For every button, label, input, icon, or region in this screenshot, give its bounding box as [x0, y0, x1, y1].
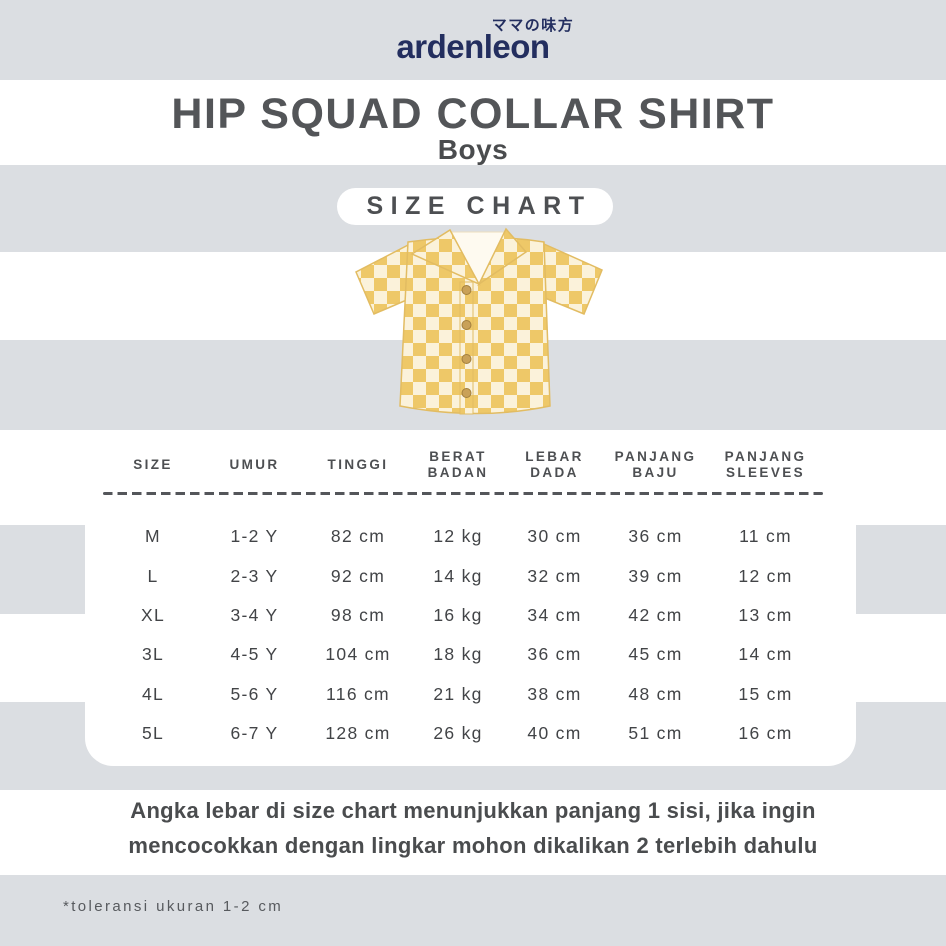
- cell-panjang-baju: 45 cm: [628, 644, 683, 665]
- cell-size: 3L: [141, 644, 165, 665]
- cell-tinggi: 82 cm: [330, 526, 386, 547]
- cell-panjang-baju: 48 cm: [628, 683, 683, 704]
- cell-size: L: [147, 565, 159, 586]
- cell-tinggi: 104 cm: [325, 644, 391, 665]
- cell-tinggi: 128 cm: [325, 723, 391, 744]
- cell-umur: 2-3 Y: [230, 565, 279, 586]
- cell-umur: 4-5 Y: [230, 644, 279, 665]
- product-title: HIP SQUAD COLLAR SHIRT: [171, 90, 775, 138]
- column-header-panjang-sleeves: PANJANG SLEEVES: [724, 448, 807, 481]
- cell-panjang-baju: 39 cm: [628, 565, 683, 586]
- measurement-note-line2: mencocokkan dengan lingkar mohon dikalik…: [128, 833, 818, 858]
- table-row-3l: 3L 4-5 Y 104 cm 18 kg 36 cm 45 cm 14 cm: [103, 635, 823, 674]
- cell-lebar-dada: 34 cm: [527, 604, 582, 625]
- table-row-4l: 4L 5-6 Y 116 cm 21 kg 38 cm 48 cm 15 cm: [103, 675, 823, 714]
- table-row-l: L 2-3 Y 92 cm 14 kg 32 cm 39 cm 12 cm: [103, 556, 823, 595]
- brand-logo: ardenleon: [396, 28, 550, 65]
- cell-umur: 6-7 Y: [230, 723, 279, 744]
- cell-panjang-baju: 36 cm: [628, 526, 683, 547]
- brand-tagline-japanese: ママの味方: [491, 17, 575, 34]
- cell-berat-badan: 12 kg: [433, 526, 483, 547]
- product-subtitle: Boys: [437, 134, 509, 165]
- cell-berat-badan: 26 kg: [433, 723, 483, 744]
- cell-berat-badan: 18 kg: [433, 644, 483, 665]
- cell-umur: 1-2 Y: [230, 526, 279, 547]
- measurement-note: Angka lebar di size chart menunjukkan pa…: [0, 793, 946, 863]
- size-chart-badge: SIZE CHART: [337, 188, 613, 225]
- cell-panjang-sleeves: 16 cm: [738, 723, 793, 744]
- cell-tinggi: 98 cm: [330, 604, 386, 625]
- cell-panjang-sleeves: 15 cm: [738, 683, 793, 704]
- cell-panjang-baju: 51 cm: [628, 723, 683, 744]
- table-row-5l: 5L 6-7 Y 128 cm 26 kg 40 cm 51 cm 16 cm: [103, 714, 823, 753]
- cell-panjang-baju: 42 cm: [628, 604, 683, 625]
- cell-tinggi: 116 cm: [326, 683, 390, 704]
- cell-lebar-dada: 30 cm: [527, 526, 582, 547]
- cell-lebar-dada: 32 cm: [527, 565, 582, 586]
- size-table-panel: SIZE UMUR TINGGI BERAT BADAN LEBAR DADA PA…: [85, 430, 856, 766]
- tolerance-footnote: *toleransi ukuran 1-2 cm: [63, 898, 284, 915]
- dashed-divider: [103, 492, 823, 496]
- column-header-panjang-baju: PANJANG BAJU: [614, 448, 697, 481]
- cell-berat-badan: 14 kg: [433, 565, 483, 586]
- column-header-umur: UMUR: [229, 456, 280, 472]
- product-photo-checkered-shirt-icon: [355, 227, 603, 415]
- column-header-size: SIZE: [133, 456, 173, 472]
- cell-size: 5L: [141, 723, 165, 744]
- cell-lebar-dada: 36 cm: [527, 644, 582, 665]
- cell-panjang-sleeves: 13 cm: [738, 604, 793, 625]
- table-header-row: SIZE UMUR TINGGI BERAT BADAN LEBAR DADA PA…: [103, 443, 823, 487]
- cell-size: XL: [140, 604, 165, 625]
- cell-berat-badan: 21 kg: [433, 683, 483, 704]
- column-header-tinggi: TINGGI: [327, 456, 389, 472]
- cell-size: 4L: [141, 683, 165, 704]
- cell-panjang-sleeves: 14 cm: [738, 644, 793, 665]
- table-row-xl: XL 3-4 Y 98 cm 16 kg 34 cm 42 cm 13 cm: [103, 596, 823, 635]
- cell-panjang-sleeves: 12 cm: [738, 565, 793, 586]
- table-body: M 1-2 Y 82 cm 12 kg 30 cm 36 cm 11 cm L …: [103, 517, 823, 753]
- column-header-berat-badan: BERAT BADAN: [427, 448, 489, 481]
- table-row-m: M 1-2 Y 82 cm 12 kg 30 cm 36 cm 11 cm: [103, 517, 823, 556]
- cell-umur: 5-6 Y: [230, 683, 279, 704]
- cell-tinggi: 92 cm: [330, 565, 386, 586]
- cell-umur: 3-4 Y: [230, 604, 279, 625]
- cell-size: M: [145, 526, 161, 547]
- cell-panjang-sleeves: 11 cm: [739, 526, 792, 547]
- cell-berat-badan: 16 kg: [433, 604, 483, 625]
- measurement-note-line1: Angka lebar di size chart menunjukkan pa…: [130, 798, 816, 823]
- cell-lebar-dada: 38 cm: [527, 683, 582, 704]
- column-header-lebar-dada: LEBAR DADA: [525, 448, 584, 481]
- cell-lebar-dada: 40 cm: [527, 723, 582, 744]
